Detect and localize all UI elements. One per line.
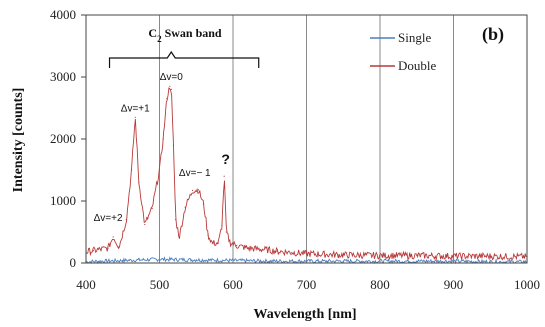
annotations: Δv=0 Δv=+1 Δv=+2 Δv=− 1? C2 Swan band [94,26,260,224]
y-tick-label: 2000 [50,131,76,146]
y-tick-label: 3000 [50,69,76,84]
y-tick-label: 0 [70,255,77,270]
x-axis-title: Wavelength [nm] [253,307,356,322]
data-point-double [291,251,293,254]
series-layer [85,85,528,265]
data-point-double [151,207,153,210]
band-annotation: Δv=+2 [94,213,123,224]
band-annotation: Δv=0 [160,72,184,83]
axes: 400 500 600 700 800 900 1000 0 1000 2000 3000 4000 [50,7,540,292]
data-point-double [236,245,238,247]
series-line-single [85,256,527,265]
grid-lines [159,15,454,263]
x-tick-label: 1000 [514,277,540,292]
data-point-double [197,189,200,191]
data-point-double [170,88,172,90]
data-point-double [191,189,194,192]
data-point-double [112,236,114,238]
band-annotation: Δv=− 1 [179,168,211,179]
legend-single-label: Single [398,30,431,45]
y-tick-label: 1000 [50,193,76,208]
x-tick-label: 800 [370,277,390,292]
data-point-double [223,175,225,177]
series-line-double [85,87,527,261]
y-tick-label: 4000 [50,7,76,22]
data-point-double [134,116,136,118]
x-tick-label: 600 [223,277,243,292]
panel-label: (b) [482,24,504,45]
x-tick-label: 400 [76,277,96,292]
swan-band-brace [108,50,260,68]
y-axis-title: Intensity [counts] [11,88,26,193]
data-point-double [169,85,171,87]
band-annotation: Δv=+1 [121,104,150,115]
question-mark-annotation: ? [221,151,230,167]
legend-double-label: Double [398,58,437,73]
legend: Single Double [370,30,437,73]
x-tick-label: 500 [150,277,170,292]
swan-band-label: C2 Swan band [148,26,222,44]
data-point-double [144,223,146,226]
x-tick-label: 900 [444,277,464,292]
x-tick-label: 700 [297,277,317,292]
